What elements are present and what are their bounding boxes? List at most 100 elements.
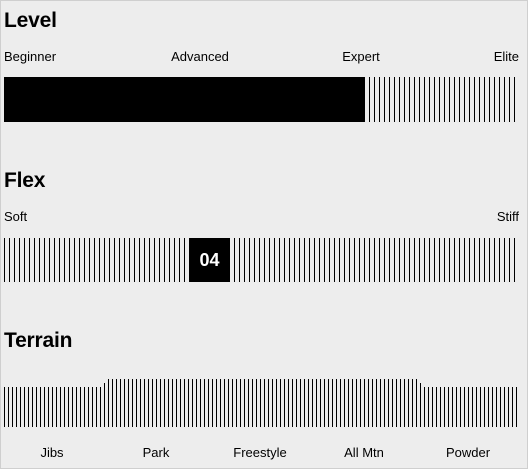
terrain-bar bbox=[384, 379, 385, 427]
terrain-bar bbox=[44, 387, 45, 427]
terrain-labels: Jibs Park Freestyle All Mtn Powder bbox=[4, 444, 519, 462]
terrain-bar bbox=[296, 379, 297, 427]
level-scale bbox=[4, 77, 519, 122]
terrain-bar bbox=[60, 387, 61, 427]
terrain-bar bbox=[356, 379, 357, 427]
terrain-bar bbox=[80, 387, 81, 427]
flex-labels: Soft Stiff bbox=[4, 208, 519, 226]
terrain-bar bbox=[188, 379, 189, 427]
terrain-bar bbox=[516, 387, 517, 427]
terrain-bar bbox=[236, 379, 237, 427]
terrain-bar bbox=[472, 387, 473, 427]
terrain-bar bbox=[20, 387, 21, 427]
terrain-bar bbox=[180, 379, 181, 427]
terrain-bar bbox=[112, 379, 113, 427]
terrain-bar bbox=[248, 379, 249, 427]
terrain-bar bbox=[308, 379, 309, 427]
terrain-bar bbox=[4, 387, 5, 427]
terrain-bar bbox=[464, 387, 465, 427]
terrain-bar bbox=[324, 379, 325, 427]
terrain-label-freestyle: Freestyle bbox=[233, 445, 287, 460]
terrain-bar bbox=[140, 379, 141, 427]
terrain-bar bbox=[16, 387, 17, 427]
terrain-bar bbox=[372, 379, 373, 427]
terrain-bar bbox=[312, 379, 313, 427]
flex-label-stiff: Stiff bbox=[496, 209, 519, 224]
terrain-bar bbox=[412, 379, 413, 427]
terrain-bar bbox=[364, 379, 365, 427]
terrain-bar bbox=[76, 387, 77, 427]
terrain-bar bbox=[316, 379, 317, 427]
terrain-bar bbox=[436, 387, 437, 427]
terrain-bar bbox=[216, 379, 217, 427]
terrain-bar bbox=[476, 387, 477, 427]
terrain-bar bbox=[48, 387, 49, 427]
terrain-bar bbox=[252, 379, 253, 427]
terrain-bar bbox=[420, 383, 421, 427]
terrain-bar bbox=[512, 387, 513, 427]
terrain-label-jibs: Jibs bbox=[40, 445, 64, 460]
level-section: Level Beginner Advanced Expert Elite bbox=[4, 9, 519, 127]
terrain-bar bbox=[104, 383, 105, 427]
terrain-bar bbox=[200, 379, 201, 427]
flex-value-marker: 04 bbox=[189, 238, 230, 282]
terrain-bar bbox=[120, 379, 121, 427]
terrain-bar bbox=[344, 379, 345, 427]
terrain-scale bbox=[4, 379, 519, 437]
terrain-bar bbox=[108, 379, 109, 427]
terrain-bar bbox=[376, 379, 377, 427]
terrain-bar bbox=[100, 387, 101, 427]
terrain-bar bbox=[448, 387, 449, 427]
terrain-bar bbox=[440, 387, 441, 427]
terrain-bar bbox=[348, 379, 349, 427]
terrain-bar bbox=[256, 379, 257, 427]
level-label-beginner: Beginner bbox=[4, 49, 57, 64]
terrain-bar bbox=[336, 379, 337, 427]
terrain-bar bbox=[240, 379, 241, 427]
terrain-bar bbox=[456, 387, 457, 427]
terrain-title: Terrain bbox=[4, 329, 73, 352]
terrain-bar bbox=[128, 379, 129, 427]
terrain-bar bbox=[460, 387, 461, 427]
terrain-bar bbox=[352, 379, 353, 427]
terrain-bar bbox=[56, 387, 57, 427]
terrain-bar bbox=[328, 379, 329, 427]
terrain-bar bbox=[368, 379, 369, 427]
level-title: Level bbox=[4, 9, 57, 32]
terrain-bar bbox=[28, 387, 29, 427]
terrain-bar bbox=[304, 379, 305, 427]
terrain-bar bbox=[404, 379, 405, 427]
terrain-bar bbox=[504, 387, 505, 427]
terrain-bar bbox=[124, 379, 125, 427]
level-label-elite: Elite bbox=[493, 49, 519, 64]
terrain-bar bbox=[484, 387, 485, 427]
terrain-bar bbox=[164, 379, 165, 427]
flex-scale: 04 bbox=[4, 238, 519, 282]
terrain-bar bbox=[400, 379, 401, 427]
terrain-bar bbox=[68, 387, 69, 427]
terrain-label-powder: Powder bbox=[445, 445, 491, 460]
terrain-bar bbox=[408, 379, 409, 427]
terrain-bar bbox=[148, 379, 149, 427]
terrain-bar bbox=[380, 379, 381, 427]
terrain-bar bbox=[160, 379, 161, 427]
level-label-expert: Expert bbox=[342, 49, 380, 64]
terrain-bar bbox=[96, 387, 97, 427]
terrain-bar bbox=[144, 379, 145, 427]
terrain-bar bbox=[36, 387, 37, 427]
terrain-bar bbox=[428, 387, 429, 427]
terrain-bar bbox=[480, 387, 481, 427]
level-labels: Beginner Advanced Expert Elite bbox=[4, 48, 519, 66]
terrain-bar bbox=[452, 387, 453, 427]
terrain-bar bbox=[332, 379, 333, 427]
terrain-bar bbox=[360, 379, 361, 427]
terrain-bar bbox=[496, 387, 497, 427]
terrain-bar bbox=[208, 379, 209, 427]
terrain-bar bbox=[168, 379, 169, 427]
terrain-bar bbox=[8, 387, 9, 427]
terrain-bar bbox=[260, 379, 261, 427]
terrain-bar bbox=[88, 387, 89, 427]
terrain-bar bbox=[444, 387, 445, 427]
terrain-bar bbox=[432, 387, 433, 427]
